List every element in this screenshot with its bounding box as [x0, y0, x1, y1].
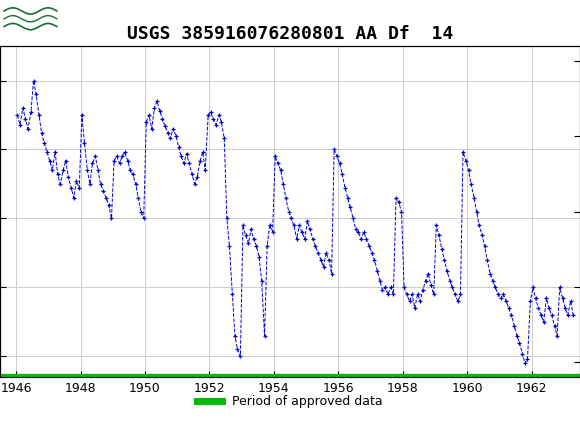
Legend: Period of approved data: Period of approved data: [192, 390, 388, 413]
FancyBboxPatch shape: [3, 3, 58, 36]
Title: USGS 385916076280801 AA Df  14: USGS 385916076280801 AA Df 14: [127, 25, 453, 43]
Text: USGS: USGS: [67, 12, 114, 27]
